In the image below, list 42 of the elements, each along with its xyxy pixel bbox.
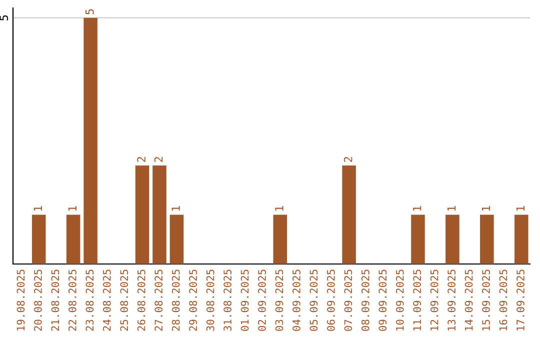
x-tick-label: 29.08.2025 <box>189 270 197 331</box>
data-label: 1 <box>447 206 456 211</box>
x-tick-label: 04.09.2025 <box>292 270 300 331</box>
x-tick-label: 30.08.2025 <box>206 270 214 331</box>
x-tick-label: 14.09.2025 <box>464 270 473 330</box>
x-tick-label: 03.09.2025 <box>275 270 284 331</box>
x-tick-label: 08.09.2025 <box>361 270 370 331</box>
x-tick-label: 25.08.2025 <box>120 270 128 331</box>
x-tick-label: 24.08.2025 <box>102 270 111 331</box>
x-tick-label: 12.09.2025 <box>430 270 438 330</box>
data-label: 2 <box>154 157 163 162</box>
x-tick-label: 31.08.2025 <box>224 270 232 331</box>
data-label: 2 <box>137 157 146 162</box>
x-tick-label: 10.09.2025 <box>396 270 404 330</box>
x-tick-label: 09.09.2025 <box>378 270 387 331</box>
x-tick-label: 23.08.2025 <box>86 270 94 331</box>
data-label: 1 <box>172 206 180 211</box>
x-tick-label: 20.08.2025 <box>34 270 42 331</box>
x-tick-label: 22.08.2025 <box>68 270 76 331</box>
x-tick-label: 02.09.2025 <box>258 270 266 331</box>
data-label: 1 <box>34 206 42 211</box>
data-label: 5 <box>86 9 94 14</box>
data-label: 1 <box>482 206 490 211</box>
data-label: 2 <box>344 157 352 162</box>
data-label: 1 <box>68 206 76 211</box>
x-tick-label: 27.08.2025 <box>154 270 163 331</box>
x-tick-label: 05.09.2025 <box>310 270 318 331</box>
x-tick-label: 13.09.2025 <box>448 270 456 330</box>
data-label: 1 <box>275 206 284 211</box>
x-tick-label: 07.09.2025 <box>344 270 352 331</box>
x-tick-label: 28.08.2025 <box>172 270 180 331</box>
x-tick-label: 06.09.2025 <box>326 270 335 331</box>
x-tick-label: 11.09.2025 <box>413 270 422 330</box>
x-tick-label: 16.09.2025 <box>499 270 508 330</box>
x-tick-label: 17.09.2025 <box>516 270 524 330</box>
x-tick-label: 19.08.2025 <box>16 270 25 330</box>
x-tick-label: 21.08.2025 <box>51 270 60 331</box>
x-tick-label: 26.08.2025 <box>137 270 146 331</box>
data-label: 1 <box>516 206 524 211</box>
data-label: 1 <box>412 206 422 211</box>
x-tick-label: 01.09.2025 <box>240 270 249 331</box>
x-tick-label: 15.09.2025 <box>482 270 490 330</box>
